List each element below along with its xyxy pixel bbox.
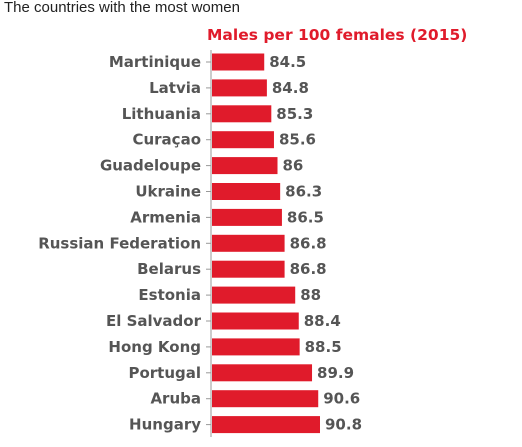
category-label: Aruba [150,390,201,408]
value-label: 89.9 [317,364,354,382]
category-label: Armenia [130,208,201,226]
bar [212,208,282,226]
bar [212,234,285,252]
category-label: Curaçao [132,131,201,149]
bars-layer: Martinique 84.5 Latvia 84.8 Lithuania 85.3 Cur… [38,53,362,434]
bar [212,260,285,278]
category-label: Hungary [129,416,201,434]
value-label: 85.3 [276,105,313,123]
bar [212,390,319,408]
category-label: El Salvador [106,312,202,330]
category-label: Martinique [109,53,201,71]
value-label: 86.8 [290,234,327,252]
value-label: 84.5 [269,53,306,71]
bar [212,286,296,304]
value-label: 88.4 [304,312,341,330]
bar [212,131,274,149]
category-label: Ukraine [135,183,201,201]
bar [212,53,265,71]
value-label: 90.6 [323,390,360,408]
bar [212,416,320,434]
bar [212,183,281,200]
series-title: Males per 100 females (2015) [207,26,467,44]
category-label: Latvia [149,79,201,97]
category-label: Belarus [137,260,201,278]
bar [212,338,300,356]
category-label: Lithuania [122,105,201,123]
bar [212,157,278,175]
value-label: 90.8 [325,416,362,434]
value-label: 88.5 [305,338,342,356]
value-label: 86.8 [290,260,327,278]
value-label: 84.8 [272,79,309,97]
bar [212,79,267,97]
value-label: 86.5 [287,208,324,226]
category-label: Estonia [138,286,201,304]
page-title: The countries with the most women [4,0,240,16]
value-label: 88 [300,286,321,304]
category-label: Portugal [128,364,201,382]
category-label: Guadeloupe [100,157,201,175]
category-label: Russian Federation [38,234,201,252]
category-label: Hong Kong [108,338,201,356]
value-label: 86 [283,157,304,175]
value-label: 86.3 [285,183,322,201]
bar [212,364,313,382]
bar [212,312,299,330]
value-label: 85.6 [279,131,316,149]
bar [212,105,272,123]
